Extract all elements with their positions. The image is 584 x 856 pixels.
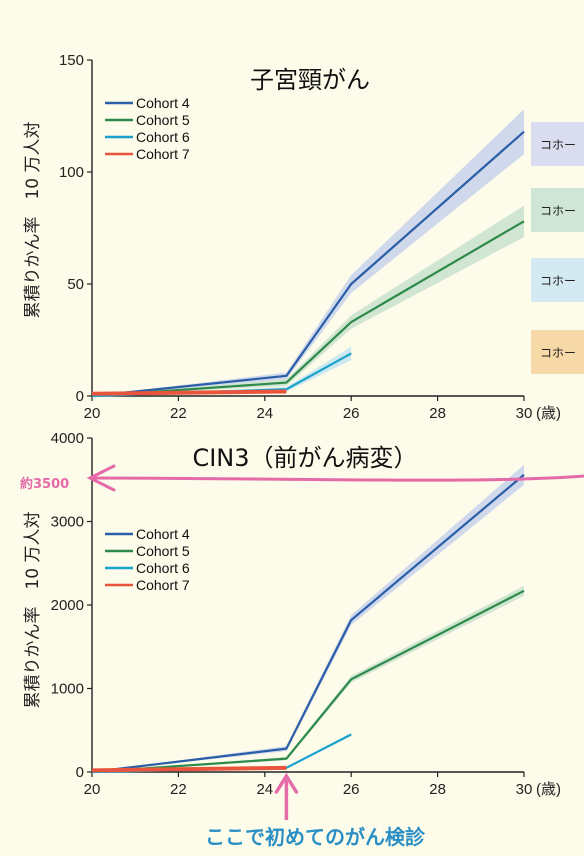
x-tick-label: 22 xyxy=(170,781,187,798)
series-line-cohort-4 xyxy=(91,130,525,398)
screening-arrow-head xyxy=(274,772,299,794)
x-tick-label: 22 xyxy=(170,405,187,422)
x-unit-label: (歳) xyxy=(536,781,561,798)
series-line-cohort-4 xyxy=(91,473,525,774)
legend-label: Cohort 4 xyxy=(136,95,190,111)
approx-value-label: 約3500 xyxy=(20,476,69,492)
x-tick-label: 26 xyxy=(343,781,360,798)
x-tick-label: 30 xyxy=(516,781,533,798)
y-tick-label: 0 xyxy=(76,388,84,405)
legend-label: Cohort 5 xyxy=(136,543,190,559)
legend-label: Cohort 7 xyxy=(136,577,190,593)
series-line-cohort-7 xyxy=(91,765,287,773)
legend-label: Cohort 7 xyxy=(136,146,190,162)
legend-label: Cohort 6 xyxy=(136,560,190,576)
pink-arrow-head xyxy=(86,464,116,492)
confidence-band-2 xyxy=(92,585,524,772)
y-axis-label: 累積りかん率 10 万人対 xyxy=(23,511,43,708)
x-tick-label: 28 xyxy=(429,781,446,798)
screening-label: ここで初めてのがん検診 xyxy=(205,825,426,849)
x-tick-label: 30 xyxy=(516,405,533,422)
y-tick-label: 0 xyxy=(76,764,84,781)
y-tick-label: 4000 xyxy=(51,430,84,447)
pink-arrow-line xyxy=(89,474,584,482)
x-tick-label: 28 xyxy=(429,405,446,422)
chart-panel-2: 20 22 24 26 28 30 (歳) 0 1000 2000 3000 4000 累積りかん率 1… xyxy=(23,430,561,798)
y-tick-label: 150 xyxy=(59,52,84,69)
chart-panel-1: 20 22 24 26 28 30 (歳) 0 50 100 150 累積りかん率 10 万人対 子宮頸… xyxy=(23,52,561,422)
side-box xyxy=(531,258,584,302)
y-tick-label: 2000 xyxy=(51,597,84,614)
series-line-cohort-5 xyxy=(91,220,525,398)
legend-label: Cohort 6 xyxy=(136,129,190,145)
side-label: コホー xyxy=(540,274,576,288)
x-tick-label: 24 xyxy=(256,405,273,422)
confidence-band-1 xyxy=(92,464,524,772)
y-tick-label: 100 xyxy=(59,164,84,181)
side-label: コホー xyxy=(540,204,576,218)
confidence-band-3 xyxy=(92,732,352,772)
y-tick-label: 50 xyxy=(67,276,84,293)
series-line-cohort-7 xyxy=(91,389,287,396)
y-axis-label: 累積りかん率 10 万人対 xyxy=(23,121,43,318)
x-unit-label: (歳) xyxy=(536,405,561,422)
x-tick-label: 20 xyxy=(84,405,101,422)
y-tick-label: 3000 xyxy=(51,514,84,531)
side-box xyxy=(531,122,584,166)
chart-title: CIN3（前がん病変） xyxy=(192,444,417,472)
x-tick-label: 26 xyxy=(343,405,360,422)
y-tick-label: 1000 xyxy=(51,681,84,698)
chart-title: 子宮頸がん xyxy=(250,66,370,94)
x-tick-label: 24 xyxy=(256,781,273,798)
side-label: コホー xyxy=(540,346,576,360)
side-box xyxy=(531,330,584,374)
legend-label: Cohort 4 xyxy=(136,526,190,542)
legend-label: Cohort 5 xyxy=(136,112,190,128)
side-label: コホー xyxy=(540,138,576,152)
confidence-band-2 xyxy=(92,205,524,396)
series-line-cohort-5 xyxy=(91,589,525,774)
x-tick-label: 20 xyxy=(84,781,101,798)
side-box xyxy=(531,188,584,232)
